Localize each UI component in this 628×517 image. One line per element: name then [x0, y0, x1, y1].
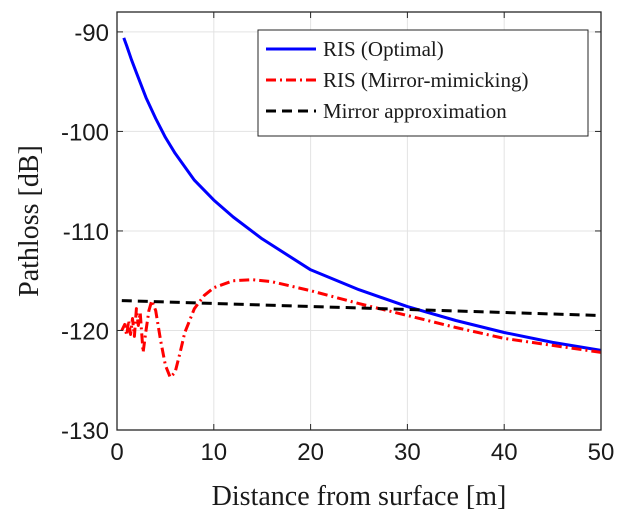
x-tick-label: 40	[491, 439, 518, 466]
y-axis-label: Pathloss [dB]	[14, 145, 45, 297]
legend-label-1: RIS (Mirror-mimicking)	[323, 68, 528, 92]
series-lines	[120, 37, 602, 379]
x-tick-label: 10	[200, 439, 227, 466]
legend-label-0: RIS (Optimal)	[323, 37, 444, 61]
series-line-1	[120, 278, 602, 379]
legend: RIS (Optimal) RIS (Mirror-mimicking) Mirro…	[257, 29, 589, 137]
y-tick-label: -120	[61, 318, 109, 345]
axis-ticks: 0 10 20 30 40 50 -90 -100 -110 -120 -130	[61, 12, 614, 466]
x-tick-label: 0	[110, 439, 123, 466]
x-axis-label: Distance from surface [m]	[212, 481, 507, 512]
x-tick-label: 20	[297, 439, 324, 466]
plot-frame	[116, 11, 602, 431]
y-tick-label: -110	[63, 219, 109, 246]
series-line-0	[122, 37, 602, 352]
x-tick-label: 50	[588, 439, 615, 466]
y-tick-label: -90	[74, 20, 109, 47]
x-tick-label: 30	[394, 439, 421, 466]
y-tick-label: -130	[61, 418, 109, 445]
y-tick-label: -100	[61, 119, 109, 146]
legend-label-2: Mirror approximation	[323, 99, 507, 123]
